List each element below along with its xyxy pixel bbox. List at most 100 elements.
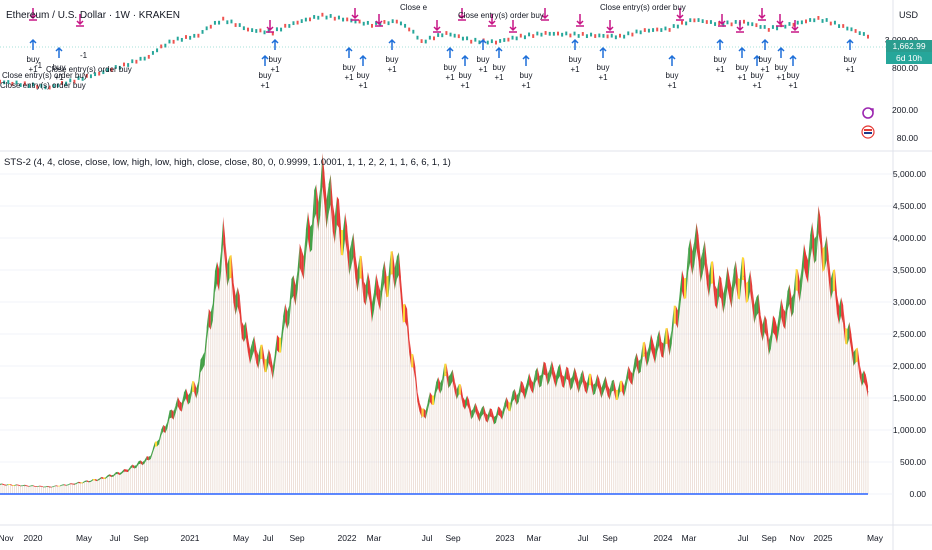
price-candle xyxy=(474,37,477,42)
sts-ribbon-segment xyxy=(754,297,757,324)
time-axis-tick-label: Sep xyxy=(602,533,617,543)
sts-ribbon-segment xyxy=(316,184,319,232)
price-candle xyxy=(168,39,171,44)
sts-ribbon-segment xyxy=(766,320,769,357)
buy-qty: +1 xyxy=(667,81,677,90)
buy-qty: +1 xyxy=(460,81,470,90)
sts-ribbon-segment xyxy=(4,484,7,486)
time-axis-tick-label: Jul xyxy=(263,533,274,543)
sts-ribbon-segment xyxy=(853,348,856,366)
currency-label[interactable]: USD xyxy=(898,10,918,20)
sts-ribbon-segment xyxy=(84,480,87,483)
sts-ribbon-segment xyxy=(322,152,325,206)
buy-arrow-icon xyxy=(789,54,797,66)
close-arrow-icon xyxy=(458,8,466,20)
sts-ribbon-segment xyxy=(157,439,160,447)
buy-arrow-icon xyxy=(668,54,676,66)
sts-ribbon-segment xyxy=(477,408,480,422)
price-candle xyxy=(499,39,502,43)
sts-ribbon-segment xyxy=(762,315,765,342)
sts-point xyxy=(594,384,596,387)
sts-ribbon-segment xyxy=(529,372,532,391)
refresh-icon[interactable] xyxy=(861,106,875,120)
sts-ribbon-segment xyxy=(713,261,716,307)
sts-ribbon-segment xyxy=(384,260,387,298)
price-candle xyxy=(114,65,117,69)
price-candle xyxy=(565,31,568,36)
sts-ribbon-segment xyxy=(634,352,637,373)
sts-ribbon-segment xyxy=(198,360,201,392)
price-candle xyxy=(85,73,88,78)
sts-ribbon-segment xyxy=(692,240,695,276)
price-candle xyxy=(606,34,609,39)
sts-ribbon-segment xyxy=(801,244,804,287)
sts-ribbon-segment xyxy=(101,476,104,479)
close-arrow-icon xyxy=(375,14,383,26)
buy-qty: +1 xyxy=(344,73,354,82)
sts-ribbon-segment xyxy=(214,262,217,293)
sts-ribbon-segment xyxy=(148,455,151,461)
price-candle xyxy=(507,37,510,42)
buy-arrow-icon xyxy=(571,38,579,50)
price-candle xyxy=(172,39,175,44)
sts-ribbon-segment xyxy=(103,477,106,480)
price-candle xyxy=(490,39,493,44)
price-candle xyxy=(379,22,382,27)
price-candle xyxy=(36,84,39,89)
close-arrow-icon xyxy=(433,20,441,32)
buy-arrow-icon xyxy=(753,54,761,66)
price-candle xyxy=(767,28,770,32)
price-candle xyxy=(561,32,564,37)
price-candle xyxy=(313,15,316,19)
buy-arrow-icon xyxy=(29,38,37,50)
price-candle xyxy=(610,33,613,38)
sts-ribbon-segment xyxy=(673,305,676,324)
top-axis-tick-label: 200.00 xyxy=(892,105,918,115)
price-candle xyxy=(81,77,84,81)
sts-ribbon-segment xyxy=(413,354,416,381)
sts-ribbon-segment xyxy=(144,456,147,464)
price-candle xyxy=(842,24,845,28)
price-candle xyxy=(838,24,841,28)
sts-ribbon-segment xyxy=(803,243,806,278)
sts-ribbon-segment xyxy=(361,256,364,303)
time-axis-tick-label: 2020 xyxy=(24,533,43,543)
sts-ribbon-segment xyxy=(159,430,162,445)
sts-ribbon-segment xyxy=(260,344,263,360)
sts-ribbon-segment xyxy=(758,293,761,333)
buy-label: buy xyxy=(775,63,788,72)
buy-qty: +1 xyxy=(845,65,855,74)
sts-ribbon-segment xyxy=(233,282,236,316)
sts-ribbon-segment xyxy=(183,388,186,403)
sts-ribbon-segment xyxy=(74,482,77,485)
sts-ribbon-segment xyxy=(341,229,344,256)
price-candle xyxy=(805,19,807,24)
symbol-title[interactable]: Ethereum / U.S. Dollar · 1W · KRAKEN xyxy=(6,10,180,21)
sts-ribbon-segment xyxy=(93,478,96,481)
lower-axis-tick-label: 4,000.00 xyxy=(893,233,926,243)
sts-ribbon-segment xyxy=(345,212,348,254)
sts-ribbon-segment xyxy=(750,269,753,308)
sts-ribbon-segment xyxy=(863,370,866,387)
buy-qty: +1 xyxy=(387,65,397,74)
price-candle xyxy=(577,34,580,38)
sts-ribbon-segment xyxy=(725,266,728,304)
sts-ribbon-segment xyxy=(764,315,767,338)
sts-ribbon-segment xyxy=(636,352,639,375)
sts-ribbon-segment xyxy=(41,485,44,488)
sts-ribbon-segment xyxy=(558,363,561,380)
price-candle xyxy=(776,26,779,31)
sts-ribbon-segment xyxy=(20,485,23,487)
price-candle xyxy=(408,27,411,32)
price-candle xyxy=(230,19,233,24)
sts-ribbon-segment xyxy=(229,254,232,279)
indicator-title[interactable]: STS-2 (4, 4, close, close, low, high, lo… xyxy=(4,157,451,168)
flag-icon[interactable] xyxy=(861,125,875,139)
buy-arrow-icon xyxy=(55,46,63,58)
price-candle xyxy=(594,34,597,38)
sts-ribbon-segment xyxy=(276,334,279,353)
sts-point xyxy=(247,346,249,348)
price-candle xyxy=(56,83,59,88)
